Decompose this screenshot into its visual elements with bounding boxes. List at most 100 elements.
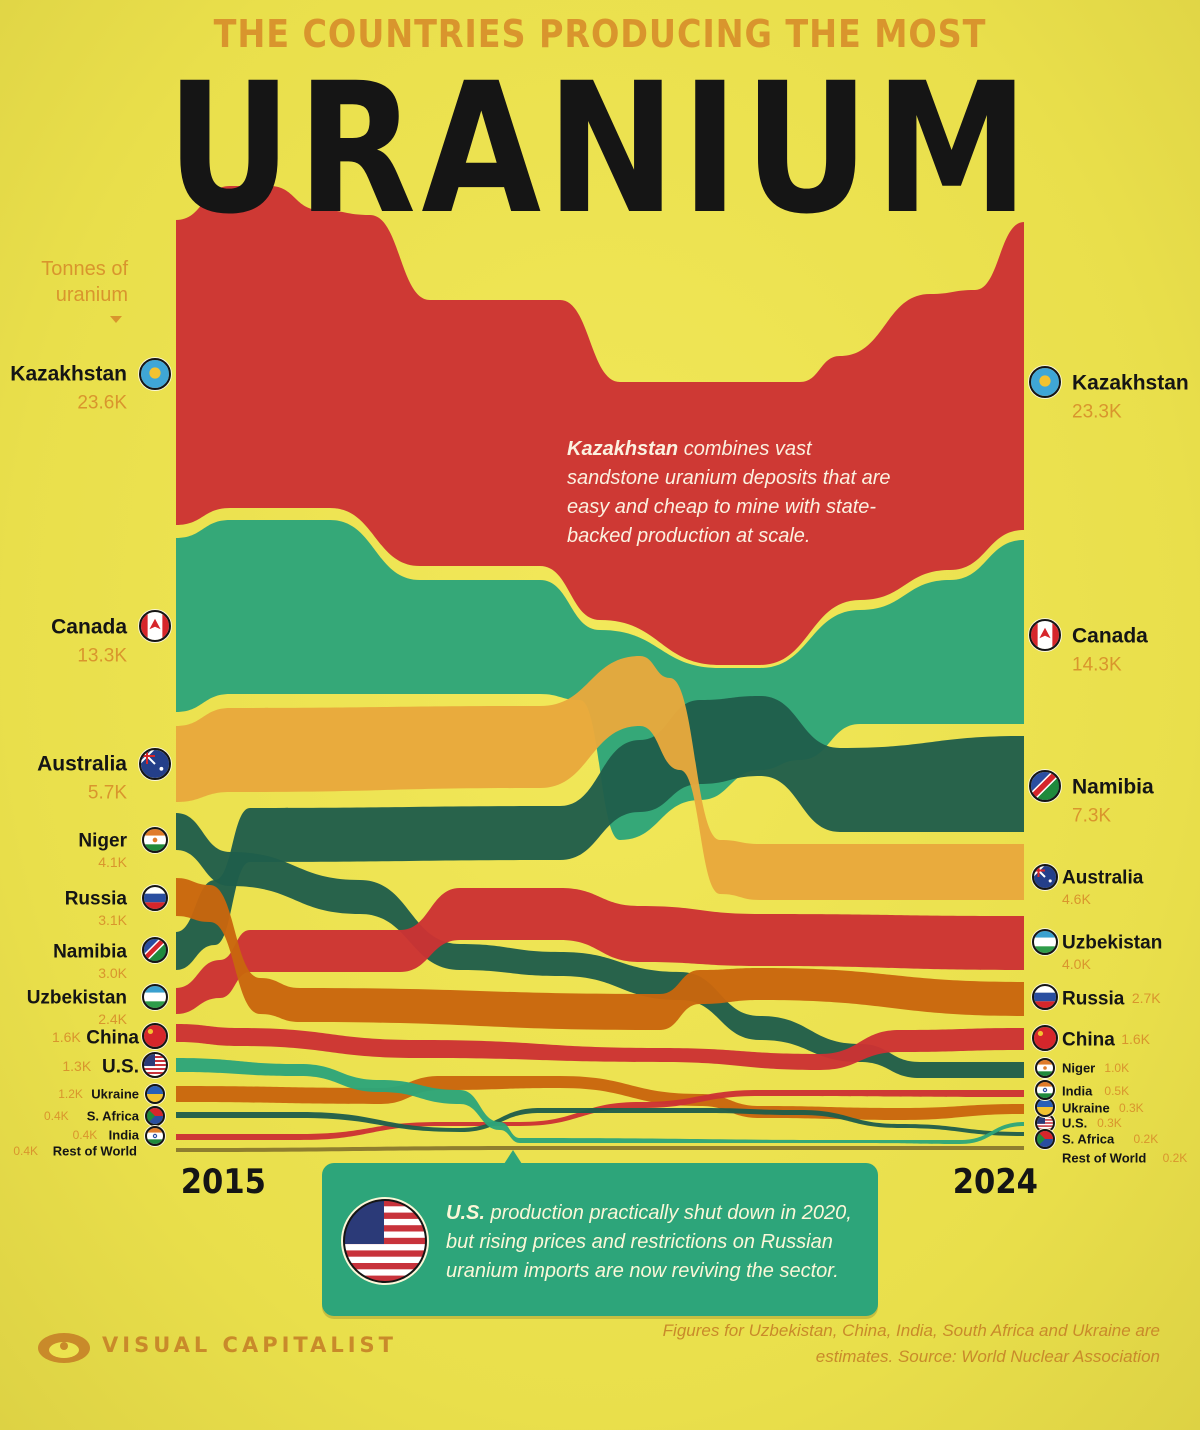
niger-flag-icon [1034, 1057, 1056, 1079]
us-flag-large-icon [341, 1197, 429, 1285]
label-left-s-africa: S. Africa [87, 1109, 140, 1124]
stream-band-namibia [176, 696, 1024, 970]
label-left-namibia: Namibia [53, 942, 127, 963]
label-right-india: India [1062, 1084, 1093, 1099]
label-right-russia: Russia [1062, 989, 1125, 1010]
russia-flag-icon [141, 884, 169, 912]
kazakhstan-annotation-bold: Kazakhstan [567, 438, 679, 460]
value-right-india: 0.5K [1104, 1084, 1129, 1098]
us-callout-body: production practically shut down in 2020… [446, 1202, 852, 1282]
callout-pointer [504, 1150, 522, 1164]
label-right-china: China [1062, 1030, 1115, 1051]
kazakhstan-flag-icon [138, 357, 172, 391]
visual-capitalist-logo-icon [38, 1333, 90, 1363]
label-left-australia: Australia [37, 752, 127, 775]
stream-band-kazakhstan [176, 186, 1024, 665]
value-left-uzbekistan: 2.4K [98, 1011, 127, 1027]
stream-band-ukraine [176, 1076, 1024, 1120]
label-right-kazakhstan: Kazakhstan [1072, 371, 1189, 394]
value-left-niger: 4.1K [98, 854, 127, 870]
canada-flag-icon [1028, 618, 1062, 652]
title-kicker: THE COUNTRIES PRODUCING THE MOST [213, 12, 987, 56]
value-right-russia: 2.7K [1132, 990, 1161, 1006]
label-left-niger: Niger [78, 831, 127, 852]
value-right-australia: 4.6K [1062, 891, 1091, 907]
label-left-kazakhstan: Kazakhstan [10, 362, 127, 385]
stream-band-india [176, 1090, 1024, 1140]
u-s-flag-icon [141, 1051, 169, 1079]
india-flag-icon [1034, 1079, 1056, 1101]
kazakhstan-annotation: Kazakhstan combines vast sandstone urani… [567, 435, 897, 551]
value-right-ukraine: 0.3K [1119, 1101, 1144, 1115]
brand-name: VISUAL CAPITALIST [102, 1333, 398, 1357]
australia-flag-icon [1031, 863, 1059, 891]
value-left-india: 0.4K [73, 1128, 98, 1142]
canada-flag-icon [138, 609, 172, 643]
label-left-ukraine: Ukraine [91, 1087, 139, 1102]
namibia-flag-icon [141, 936, 169, 964]
stream-band-russia [176, 878, 1024, 1030]
label-right-canada: Canada [1072, 624, 1148, 647]
label-left-india: India [109, 1128, 140, 1143]
china-flag-icon [1031, 1024, 1059, 1052]
stream-band-u-s [176, 1058, 1024, 1144]
uzbekistan-flag-icon [141, 983, 169, 1011]
value-right-china: 1.6K [1121, 1031, 1150, 1047]
kazakhstan-annotation-text: combines vast sandstone uranium deposits… [567, 438, 891, 547]
stream-band-uzbekistan [176, 888, 1024, 1014]
kazakhstan-flag-icon [1028, 365, 1062, 399]
ukraine-flag-icon [144, 1083, 166, 1105]
value-right-canada: 14.3K [1072, 655, 1122, 676]
value-left-rest-of-world: 0.4K [13, 1144, 38, 1158]
china-flag-icon [141, 1022, 169, 1050]
label-right-australia: Australia [1062, 868, 1144, 889]
value-left-russia: 3.1K [98, 912, 127, 928]
x-tick-2015: 2015 [180, 1162, 266, 1202]
label-right-ukraine: Ukraine [1062, 1101, 1110, 1116]
label-left-china: China [86, 1028, 139, 1049]
label-right-s-africa: S. Africa [1062, 1132, 1115, 1147]
label-right-uzbekistan: Uzbekistan [1062, 933, 1162, 954]
namibia-flag-icon [1028, 769, 1062, 803]
value-left-namibia: 3.0K [98, 965, 127, 981]
s-africa-flag-icon [144, 1105, 166, 1127]
value-left-kazakhstan: 23.6K [77, 393, 127, 414]
label-right-u-s: U.S. [1062, 1116, 1087, 1131]
value-right-kazakhstan: 23.3K [1072, 402, 1122, 423]
stream-band-rest-of-world [176, 1146, 1024, 1152]
label-right-niger: Niger [1062, 1061, 1095, 1076]
value-left-s-africa: 0.4K [44, 1109, 69, 1123]
label-left-u-s: U.S. [102, 1057, 139, 1078]
stream-band-australia [176, 656, 1024, 900]
value-left-u-s: 1.3K [62, 1058, 91, 1074]
australia-flag-icon [138, 747, 172, 781]
value-right-u-s: 0.3K [1097, 1116, 1122, 1130]
x-tick-2024: 2024 [952, 1162, 1038, 1202]
value-right-namibia: 7.3K [1072, 806, 1111, 827]
us-callout-bold: U.S. [446, 1202, 485, 1224]
label-right-namibia: Namibia [1072, 775, 1154, 798]
value-right-niger: 1.0K [1104, 1061, 1129, 1075]
value-right-s-africa: 0.2K [1134, 1132, 1159, 1146]
label-right-rest-of-world: Rest of World [1062, 1151, 1146, 1166]
label-left-rest-of-world: Rest of World [53, 1144, 137, 1159]
russia-flag-icon [1031, 983, 1059, 1011]
unit-arrow-icon [110, 316, 122, 323]
india-flag-icon [144, 1125, 166, 1147]
value-left-canada: 13.3K [77, 646, 127, 667]
uzbekistan-flag-icon [1031, 928, 1059, 956]
stream-band-s-africa [176, 1108, 1024, 1136]
niger-flag-icon [141, 826, 169, 854]
us-callout-text: U.S. production practically shut down in… [446, 1199, 856, 1286]
unit-note: Tonnes of uranium [41, 258, 128, 306]
value-left-australia: 5.7K [88, 783, 127, 804]
value-right-rest-of-world: 0.2K [1163, 1151, 1188, 1165]
value-left-ukraine: 1.2K [58, 1087, 83, 1101]
stream-band-china [176, 1024, 1024, 1070]
s-africa-flag-icon [1034, 1128, 1056, 1150]
label-left-canada: Canada [51, 615, 127, 638]
source-note: Figures for Uzbekistan, China, India, So… [662, 1321, 1160, 1366]
title-main: URANIUM [166, 45, 1034, 254]
